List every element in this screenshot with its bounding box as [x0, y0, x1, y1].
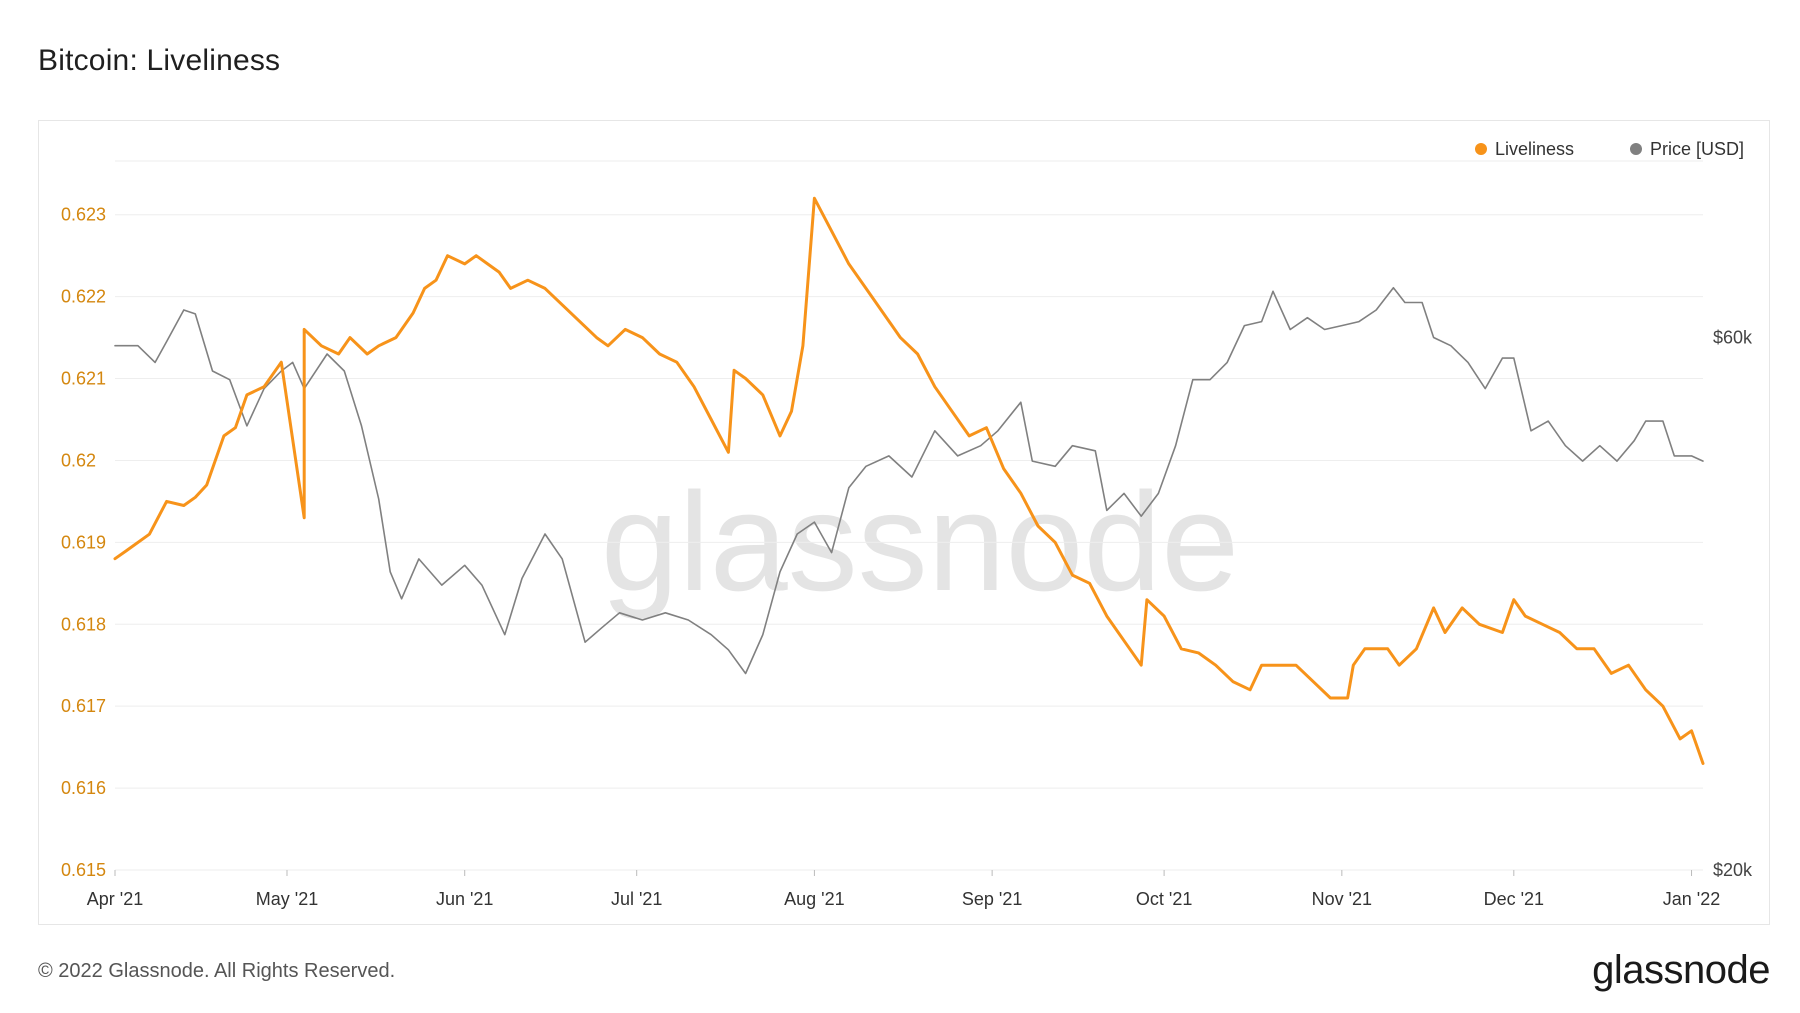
- x-tick-label: Oct '21: [1136, 889, 1192, 909]
- watermark-text: glassnode: [601, 463, 1239, 620]
- x-tick-label: Nov '21: [1312, 889, 1372, 909]
- chart-panel: glassnode 0.615 0.616 0.617 0.618 0.619 0.62 0…: [38, 120, 1770, 925]
- x-tick-label: Jun '21: [436, 889, 493, 909]
- x-tick-label: Jan '22: [1663, 889, 1720, 909]
- series-layer: [113, 196, 1705, 765]
- legend-marker: [1475, 143, 1487, 155]
- chart-legend: Liveliness Price [USD]: [1475, 139, 1744, 159]
- legend-marker: [1630, 143, 1642, 155]
- right-tick-label: $20k: [1713, 860, 1753, 880]
- liveliness-line: [113, 196, 1705, 765]
- left-tick-label: 0.618: [61, 614, 106, 634]
- legend-label: Liveliness: [1495, 139, 1574, 159]
- x-tick-label: Jul '21: [611, 889, 662, 909]
- left-tick-label: 0.621: [61, 369, 106, 389]
- left-tick-label: 0.616: [61, 778, 106, 798]
- x-tick-label: Apr '21: [87, 889, 143, 909]
- page-title: Bitcoin: Liveliness: [38, 44, 281, 77]
- grid-lines: [115, 160, 1703, 871]
- left-tick-label: 0.622: [61, 287, 106, 307]
- x-tick-label: Sep '21: [962, 889, 1023, 909]
- x-tick-label: May '21: [256, 889, 318, 909]
- left-tick-label: 0.62: [61, 450, 96, 470]
- x-axis: Apr '21 May '21 Jun '21 Jul '21 Aug '21 Sep '…: [87, 870, 1720, 909]
- x-tick-label: Aug '21: [784, 889, 845, 909]
- left-tick-label: 0.619: [61, 532, 106, 552]
- right-tick-label: $60k: [1713, 328, 1753, 348]
- copyright-text: © 2022 Glassnode. All Rights Reserved.: [38, 960, 396, 982]
- legend-label: Price [USD]: [1650, 139, 1744, 159]
- left-axis: 0.615 0.616 0.617 0.618 0.619 0.62 0.621 0.622 0…: [61, 205, 106, 880]
- liveliness-price-chart: glassnode 0.6150.6160.6170.6180.6190.620…: [61, 139, 1753, 909]
- right-axis: $20k $60k: [1713, 328, 1753, 880]
- price-line: [114, 286, 1704, 675]
- left-tick-label: 0.615: [61, 860, 106, 880]
- glassnode-logo[interactable]: glassnode: [1592, 948, 1770, 992]
- left-tick-label: 0.617: [61, 696, 106, 716]
- left-tick-label: 0.623: [61, 205, 106, 225]
- x-tick-label: Dec '21: [1484, 889, 1544, 909]
